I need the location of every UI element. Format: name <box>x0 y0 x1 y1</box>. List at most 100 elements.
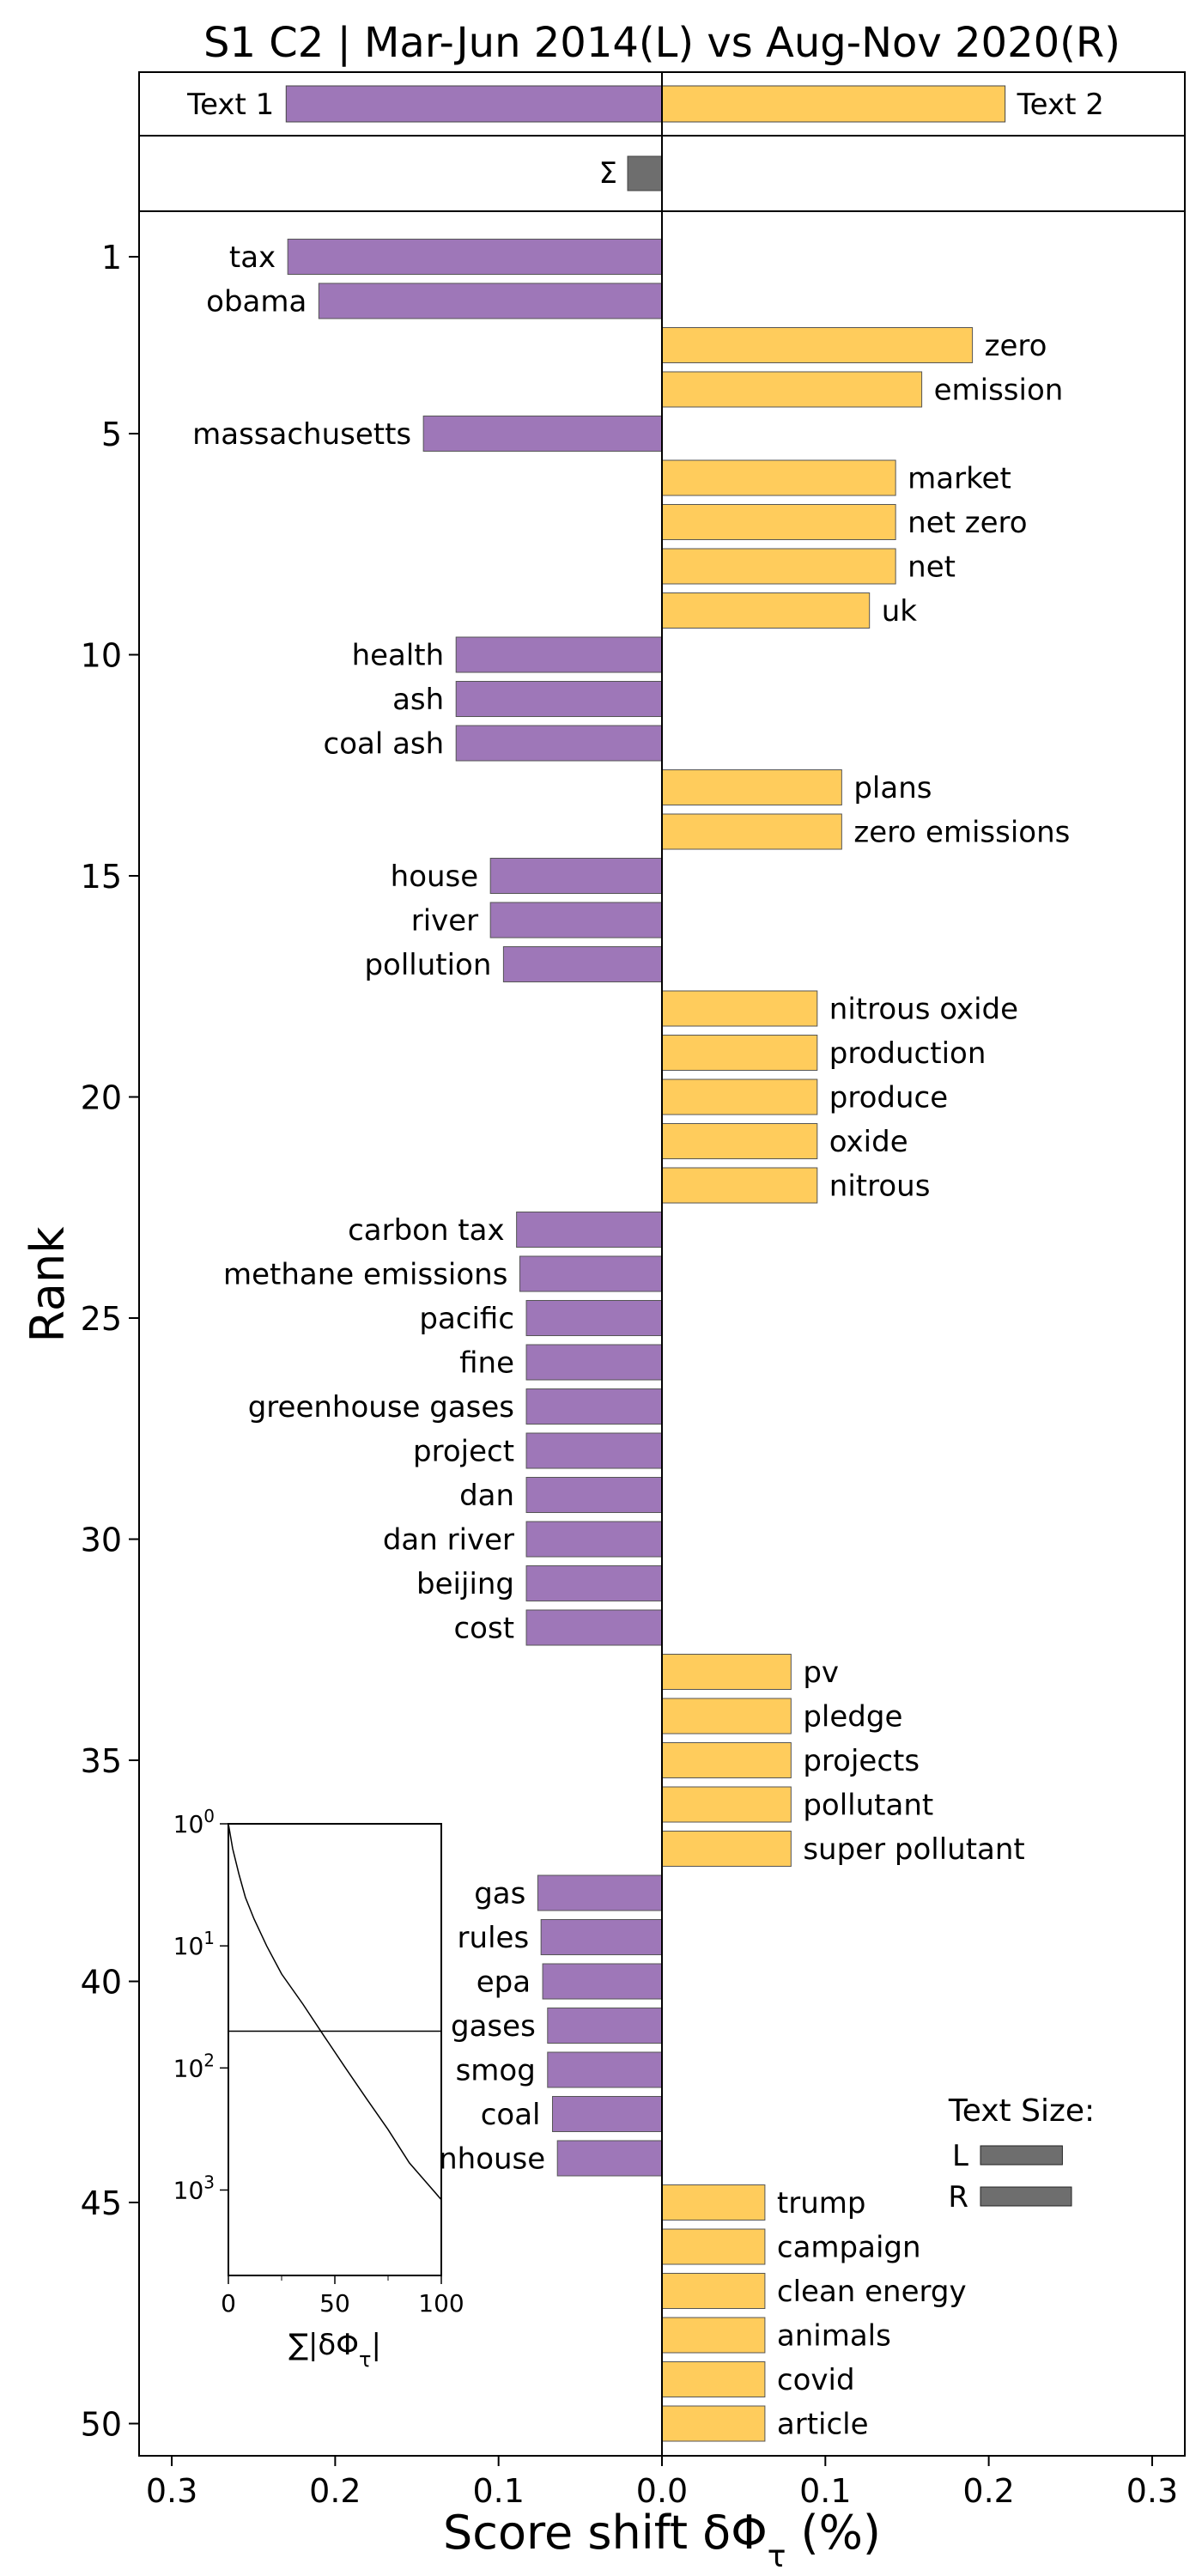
word-label-5: massachusetts <box>192 417 411 452</box>
word-bar-37 <box>661 1831 792 1867</box>
word-label-22: nitrous <box>829 1170 931 1204</box>
word-bar-44 <box>556 2140 663 2177</box>
word-label-16: river <box>411 904 478 939</box>
word-bar-5 <box>422 416 663 452</box>
word-bar-6 <box>661 459 896 496</box>
word-label-35: projects <box>803 1744 920 1778</box>
sum-panel: Σ <box>138 135 1186 212</box>
y-axis-label: Rank <box>21 1226 75 1343</box>
word-bar-25 <box>525 1300 663 1336</box>
inset-y-tick-label: 101 <box>173 1928 215 1960</box>
x-axis-label: Score shift δΦτ (%) <box>443 2506 881 2574</box>
text-size-label: R <box>948 2180 968 2215</box>
inset-cumulative-curve <box>228 1823 442 2201</box>
inset-x-label: ∑|δΦτ| <box>288 2328 381 2372</box>
text1-total-label: Text 1 <box>186 88 274 122</box>
word-label-1: tax <box>229 240 276 275</box>
word-label-6: market <box>908 462 1011 496</box>
x-tick-label: 0.1 <box>799 2472 851 2510</box>
y-tick-label: 1 <box>101 239 122 276</box>
word-label-37: super pollutant <box>803 1832 1024 1867</box>
chart-title: S1 C2 | Mar-Jun 2014(L) vs Aug-Nov 2020(… <box>203 19 1120 67</box>
word-bar-18 <box>661 990 818 1027</box>
word-bar-17 <box>502 946 663 982</box>
word-label-29: dan <box>459 1479 514 1513</box>
word-label-40: epa <box>477 1965 531 2000</box>
text2-total-label: Text 2 <box>1017 88 1104 122</box>
word-label-36: pollutant <box>803 1789 933 1823</box>
word-label-41: gases <box>451 2009 536 2044</box>
word-label-28: project <box>413 1435 514 1469</box>
inset-x-tick-label: 0 <box>221 2289 236 2318</box>
word-label-27: greenhouse gases <box>248 1390 514 1425</box>
word-bar-27 <box>525 1388 663 1425</box>
word-bar-36 <box>661 1786 792 1823</box>
word-bar-11 <box>455 681 663 717</box>
inset-y-tick-label: 100 <box>173 1806 215 1838</box>
x-tick-label: 0.0 <box>636 2472 688 2510</box>
inset-x-tick-label: 100 <box>418 2289 464 2318</box>
word-bar-3 <box>661 327 974 363</box>
y-tick-label: 35 <box>81 1742 122 1780</box>
sum-label: Σ <box>599 156 617 191</box>
word-bar-34 <box>661 1698 792 1735</box>
word-label-45: trump <box>777 2186 866 2221</box>
word-label-15: house <box>391 860 479 894</box>
word-bar-39 <box>540 1919 663 1955</box>
word-bar-16 <box>489 902 663 939</box>
word-label-4: emission <box>934 374 1064 408</box>
inset-x-tick-label: 50 <box>319 2289 350 2318</box>
word-bar-1 <box>287 239 663 275</box>
word-bar-24 <box>519 1255 663 1292</box>
word-bar-20 <box>661 1078 818 1115</box>
text-size-bar <box>980 2145 1063 2166</box>
text-size-label: L <box>952 2139 968 2173</box>
word-bar-10 <box>455 636 663 673</box>
x-tick-label: 0.2 <box>962 2472 1014 2510</box>
word-label-32: cost <box>453 1612 514 1646</box>
word-bar-12 <box>455 725 663 762</box>
word-label-48: animals <box>777 2319 891 2354</box>
y-tick-label: 5 <box>101 416 122 453</box>
word-bar-49 <box>661 2361 766 2397</box>
word-label-25: pacific <box>419 1302 514 1336</box>
totals-panel: Text 1 Text 2 <box>138 71 1186 137</box>
word-label-31: beijing <box>416 1567 514 1601</box>
word-label-21: oxide <box>829 1125 908 1159</box>
word-label-49: covid <box>777 2363 855 2397</box>
y-tick-label: 15 <box>81 858 122 896</box>
word-bar-33 <box>661 1654 792 1690</box>
word-bar-48 <box>661 2317 766 2354</box>
word-bar-14 <box>661 813 842 850</box>
y-tick-label: 45 <box>81 2184 122 2222</box>
word-bar-4 <box>661 371 923 408</box>
word-bar-45 <box>661 2184 766 2221</box>
word-bar-19 <box>661 1035 818 1071</box>
x-axis: 0.3 0.2 0.1 0.0 0.1 0.2 0.3 <box>146 2456 1178 2510</box>
word-bar-46 <box>661 2228 766 2265</box>
cumulative-inset: 0 50 100 100 101 102 103 ∑|δΦτ| <box>173 1806 464 2372</box>
word-label-24: methane emissions <box>223 1258 507 1292</box>
word-label-30: dan river <box>383 1523 514 1558</box>
word-bar-47 <box>661 2273 766 2309</box>
word-label-39: rules <box>458 1921 530 1955</box>
word-bar-31 <box>525 1565 663 1601</box>
text-size-title: Text Size: <box>948 2093 1095 2129</box>
word-bar-9 <box>661 592 871 629</box>
x-tick-label: 0.3 <box>146 2472 197 2510</box>
word-bar-32 <box>525 1609 663 1646</box>
word-bar-38 <box>537 1874 663 1911</box>
text-size-bar <box>980 2186 1072 2207</box>
word-label-12: coal ash <box>324 727 445 762</box>
sum-bar <box>627 155 663 191</box>
word-label-7: net zero <box>908 506 1027 540</box>
word-bar-50 <box>661 2405 766 2442</box>
word-bar-2 <box>318 283 663 319</box>
y-tick-label: 25 <box>81 1300 122 1338</box>
x-tick-label: 0.1 <box>472 2472 524 2510</box>
y-tick-label: 20 <box>81 1079 122 1117</box>
word-bar-29 <box>525 1477 663 1513</box>
word-label-2: obama <box>206 285 307 319</box>
